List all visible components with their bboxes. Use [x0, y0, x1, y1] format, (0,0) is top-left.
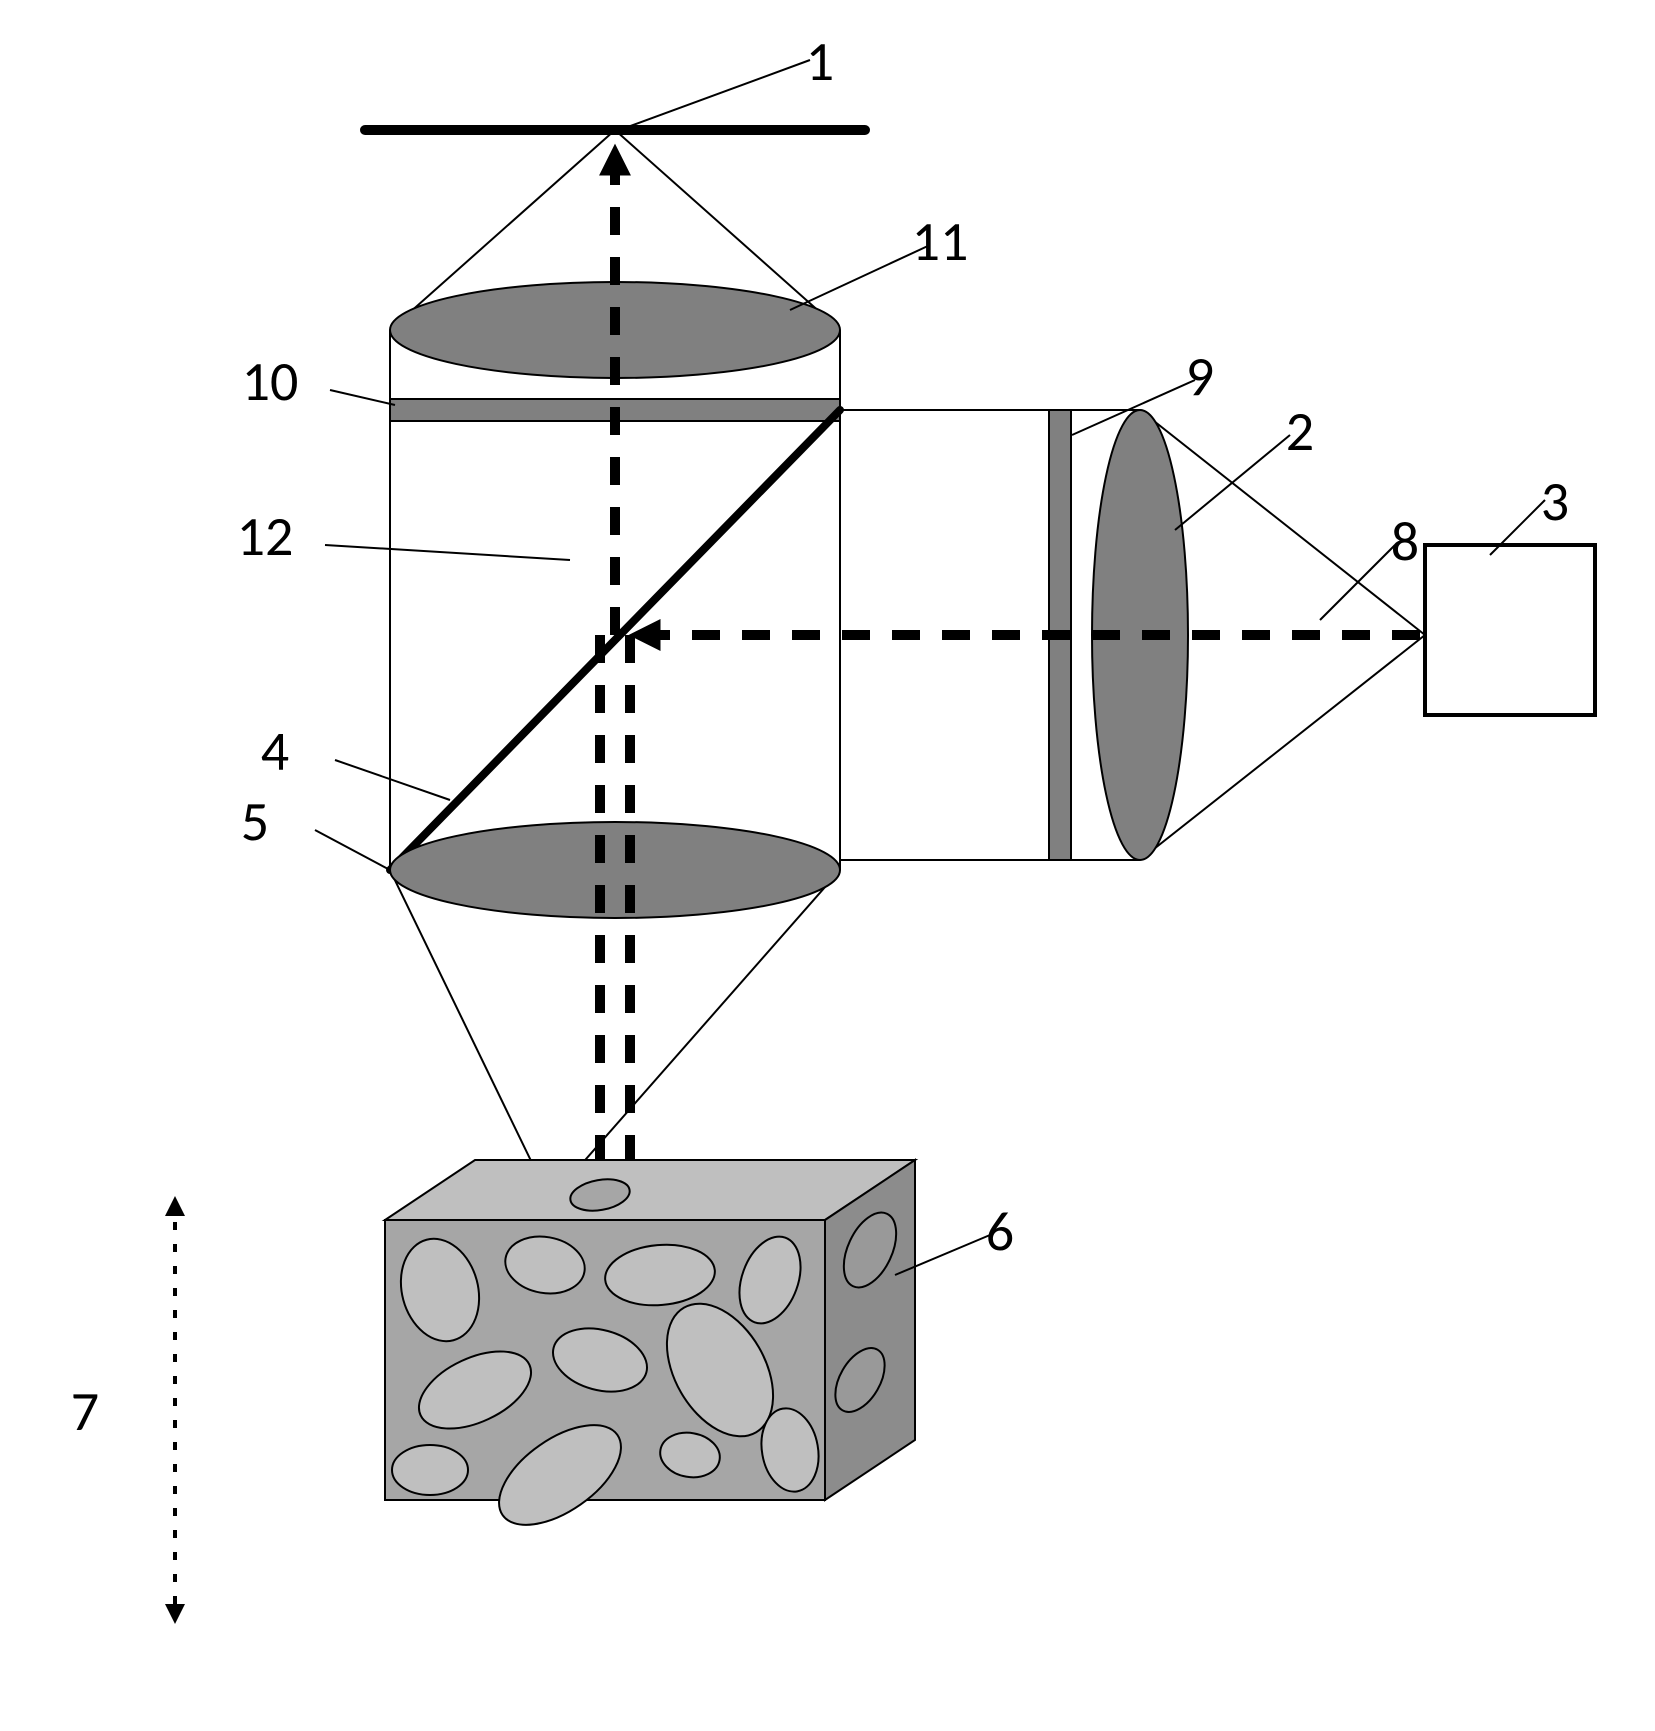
label-2: 2	[1286, 398, 1314, 466]
sample-inclusion	[392, 1445, 468, 1495]
lens-5	[390, 822, 840, 918]
label-11: 11	[912, 208, 969, 276]
label-5: 5	[241, 788, 269, 856]
label-9: 9	[1186, 343, 1214, 411]
label-8: 8	[1391, 508, 1419, 576]
label-1: 1	[806, 28, 834, 96]
label-12: 12	[237, 503, 294, 571]
label-4: 4	[261, 718, 289, 786]
label-10: 10	[242, 348, 299, 416]
label-7: 7	[71, 1378, 99, 1446]
label-6: 6	[986, 1198, 1014, 1266]
sample-top-face	[385, 1160, 915, 1220]
sample-side-face	[825, 1160, 915, 1500]
label-3: 3	[1541, 468, 1569, 536]
